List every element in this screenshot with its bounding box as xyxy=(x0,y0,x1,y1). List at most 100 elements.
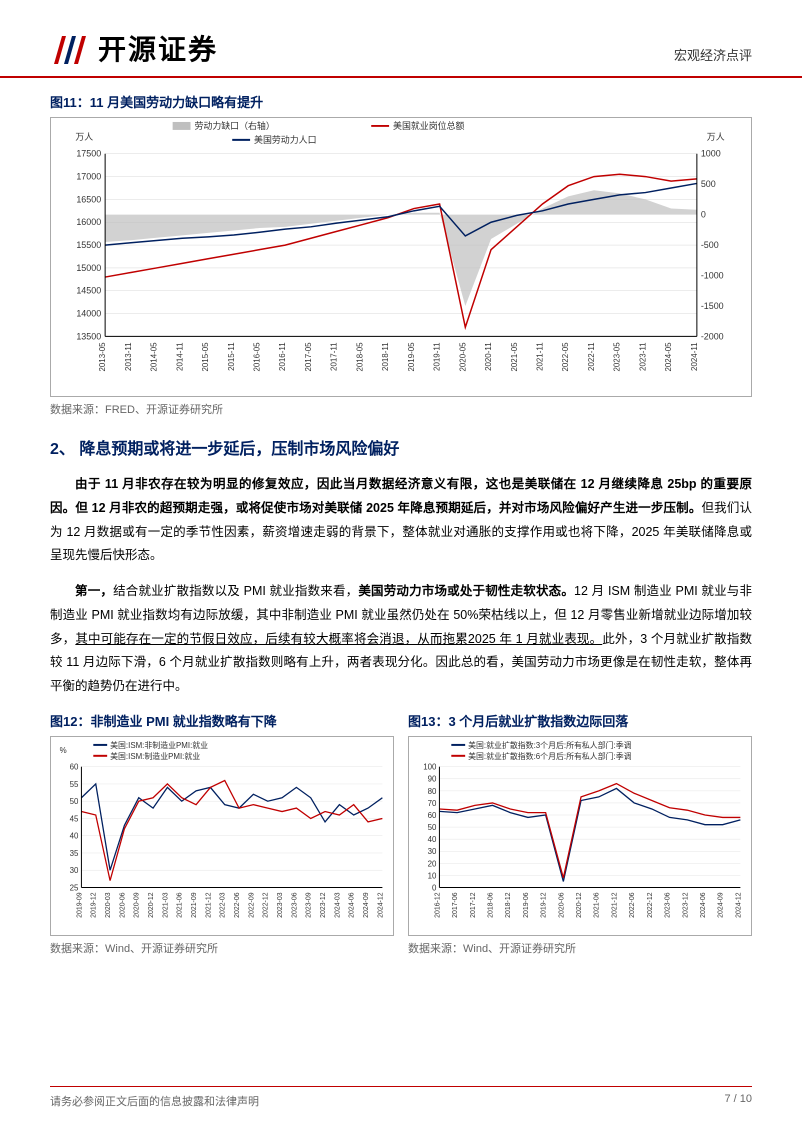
svg-text:2024-05: 2024-05 xyxy=(664,342,673,372)
svg-text:15500: 15500 xyxy=(76,240,101,250)
para1-lead: 由于 11 月非农存在较为明显的修复效应，因此当月数据经济意义有限，这也是美联储… xyxy=(50,477,752,515)
chart-pair: 图12：非制造业 PMI 就业指数略有下降 2530354045505560%2… xyxy=(50,711,752,970)
svg-text:25: 25 xyxy=(70,883,79,892)
svg-text:2020-12: 2020-12 xyxy=(576,892,583,918)
svg-text:2020-12: 2020-12 xyxy=(148,892,155,918)
svg-text:万人: 万人 xyxy=(707,132,725,142)
svg-text:90: 90 xyxy=(428,774,437,783)
svg-text:16500: 16500 xyxy=(76,194,101,204)
svg-text:14000: 14000 xyxy=(76,309,101,319)
svg-text:13500: 13500 xyxy=(76,331,101,341)
svg-text:2017-11: 2017-11 xyxy=(330,342,339,371)
svg-text:500: 500 xyxy=(701,179,716,189)
svg-text:2024-09: 2024-09 xyxy=(718,892,725,918)
svg-text:10: 10 xyxy=(428,871,437,880)
svg-text:2019-11: 2019-11 xyxy=(433,342,442,371)
svg-text:2021-12: 2021-12 xyxy=(205,892,212,918)
svg-text:2018-12: 2018-12 xyxy=(505,892,512,918)
svg-text:美国:就业扩散指数:3个月后:所有私人部门:季调: 美国:就业扩散指数:3个月后:所有私人部门:季调 xyxy=(468,740,631,750)
svg-text:2023-11: 2023-11 xyxy=(638,342,647,371)
fig12-title: 图12：非制造业 PMI 就业指数略有下降 xyxy=(50,711,394,730)
page-header: 开源证券 宏观经济点评 xyxy=(0,0,802,78)
svg-text:2022-05: 2022-05 xyxy=(561,342,570,372)
svg-text:2022-11: 2022-11 xyxy=(587,342,596,371)
svg-text:2020-11: 2020-11 xyxy=(484,342,493,371)
svg-text:2021-03: 2021-03 xyxy=(162,892,169,918)
fig12-block: 图12：非制造业 PMI 就业指数略有下降 2530354045505560%2… xyxy=(50,711,394,970)
svg-text:35: 35 xyxy=(70,849,79,858)
svg-text:15000: 15000 xyxy=(76,263,101,273)
svg-text:2022-06: 2022-06 xyxy=(234,892,241,918)
svg-text:2020-06: 2020-06 xyxy=(119,892,126,918)
fig12-source: 数据来源：Wind、开源证券研究所 xyxy=(50,940,394,956)
svg-text:2023-03: 2023-03 xyxy=(277,892,284,918)
svg-text:2021-05: 2021-05 xyxy=(510,342,519,372)
svg-text:2016-11: 2016-11 xyxy=(278,342,287,371)
logo-text: 开源证券 xyxy=(98,28,218,68)
para2-underline: 其中可能存在一定的节假日效应，后续有较大概率将会消退，从而拖累2025 年 1 … xyxy=(75,632,602,646)
svg-text:16000: 16000 xyxy=(76,217,101,227)
svg-text:20: 20 xyxy=(428,859,437,868)
svg-text:55: 55 xyxy=(70,780,79,789)
svg-text:2021-12: 2021-12 xyxy=(611,892,618,918)
svg-text:2014-11: 2014-11 xyxy=(175,342,184,371)
svg-text:80: 80 xyxy=(428,787,437,796)
svg-text:2013-11: 2013-11 xyxy=(124,342,133,371)
svg-text:2016-12: 2016-12 xyxy=(434,892,441,918)
svg-text:2024-12: 2024-12 xyxy=(377,892,384,918)
svg-text:2016-05: 2016-05 xyxy=(252,342,261,372)
svg-text:%: % xyxy=(60,746,67,755)
svg-text:2020-05: 2020-05 xyxy=(458,342,467,372)
svg-text:60: 60 xyxy=(70,762,79,771)
svg-text:2017-06: 2017-06 xyxy=(452,892,459,918)
svg-text:40: 40 xyxy=(70,831,79,840)
svg-text:2020-03: 2020-03 xyxy=(105,892,112,918)
svg-text:美国:就业扩散指数:6个月后:所有私人部门:季调: 美国:就业扩散指数:6个月后:所有私人部门:季调 xyxy=(468,751,631,761)
svg-text:100: 100 xyxy=(423,762,437,771)
svg-text:2023-12: 2023-12 xyxy=(682,892,689,918)
svg-text:17500: 17500 xyxy=(76,149,101,159)
svg-text:2022-09: 2022-09 xyxy=(248,892,255,918)
svg-text:2023-09: 2023-09 xyxy=(306,892,313,918)
para2-lead: 第一， xyxy=(75,584,113,598)
para2-midbold: 美国劳动力市场或处于韧性走软状态。 xyxy=(358,584,574,598)
svg-text:2023-12: 2023-12 xyxy=(320,892,327,918)
svg-text:2019-05: 2019-05 xyxy=(407,342,416,372)
content: 图11：11 月美国劳动力缺口略有提升 13500140001450015000… xyxy=(0,78,802,970)
svg-text:2024-09: 2024-09 xyxy=(363,892,370,918)
svg-text:万人: 万人 xyxy=(75,132,93,142)
svg-text:2014-05: 2014-05 xyxy=(150,342,159,372)
svg-text:0: 0 xyxy=(701,210,706,220)
svg-text:2024-03: 2024-03 xyxy=(334,892,341,918)
svg-text:2021-09: 2021-09 xyxy=(191,892,198,918)
svg-text:美国:ISM:制造业PMI:就业: 美国:ISM:制造业PMI:就业 xyxy=(110,751,200,761)
svg-text:70: 70 xyxy=(428,799,437,808)
svg-text:2023-06: 2023-06 xyxy=(665,892,672,918)
svg-text:2020-06: 2020-06 xyxy=(558,892,565,918)
para1: 由于 11 月非农存在较为明显的修复效应，因此当月数据经济意义有限，这也是美联储… xyxy=(50,473,752,568)
svg-text:2024-11: 2024-11 xyxy=(690,342,699,371)
svg-text:2018-06: 2018-06 xyxy=(488,892,495,918)
footer-disclaimer: 请务必参阅正文后面的信息披露和法律声明 xyxy=(50,1093,259,1109)
svg-text:2021-06: 2021-06 xyxy=(177,892,184,918)
svg-text:-2000: -2000 xyxy=(701,331,724,341)
para2: 第一，结合就业扩散指数以及 PMI 就业指数来看，美国劳动力市场或处于韧性走软状… xyxy=(50,580,752,699)
svg-text:2024-06: 2024-06 xyxy=(700,892,707,918)
svg-text:美国就业岗位总额: 美国就业岗位总额 xyxy=(393,120,464,131)
svg-text:2019-06: 2019-06 xyxy=(523,892,530,918)
svg-text:14500: 14500 xyxy=(76,286,101,296)
svg-text:2023-05: 2023-05 xyxy=(613,342,622,372)
svg-text:-500: -500 xyxy=(701,240,719,250)
svg-text:2024-12: 2024-12 xyxy=(735,892,742,918)
svg-text:2021-06: 2021-06 xyxy=(594,892,601,918)
svg-text:2017-12: 2017-12 xyxy=(470,892,477,918)
svg-text:美国劳动力人口: 美国劳动力人口 xyxy=(254,134,316,145)
svg-text:0: 0 xyxy=(432,883,437,892)
fig13-title: 图13：3 个月后就业扩散指数边际回落 xyxy=(408,711,752,730)
svg-text:30: 30 xyxy=(428,847,437,856)
svg-text:-1000: -1000 xyxy=(701,271,724,281)
fig11-chart: 1350014000145001500015500160001650017000… xyxy=(50,117,752,397)
logo: 开源证券 xyxy=(50,28,218,68)
footer-page: 7 / 10 xyxy=(724,1093,752,1109)
svg-text:2018-11: 2018-11 xyxy=(381,342,390,371)
